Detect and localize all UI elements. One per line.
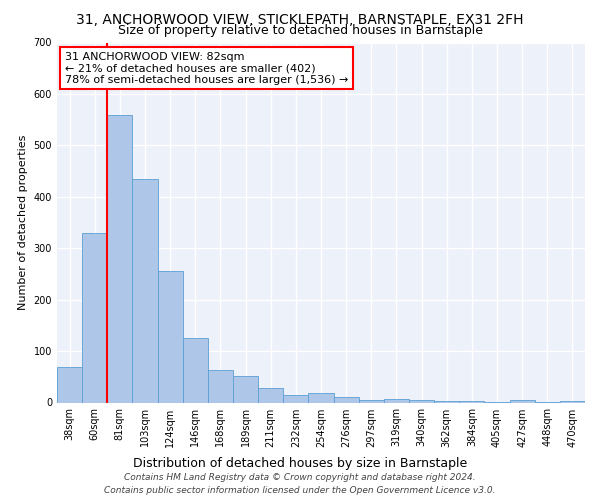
Bar bbox=[208, 370, 233, 402]
Bar bbox=[158, 272, 183, 402]
Bar bbox=[233, 376, 258, 402]
Bar bbox=[82, 233, 107, 402]
Text: Size of property relative to detached houses in Barnstaple: Size of property relative to detached ho… bbox=[118, 24, 482, 37]
Text: Distribution of detached houses by size in Barnstaple: Distribution of detached houses by size … bbox=[133, 458, 467, 470]
Bar bbox=[409, 400, 434, 402]
Bar bbox=[384, 400, 409, 402]
Text: Contains HM Land Registry data © Crown copyright and database right 2024.
Contai: Contains HM Land Registry data © Crown c… bbox=[104, 474, 496, 495]
Bar bbox=[57, 366, 82, 402]
Bar bbox=[308, 393, 334, 402]
Bar bbox=[258, 388, 283, 402]
Bar bbox=[107, 114, 133, 403]
Bar bbox=[334, 397, 359, 402]
Bar bbox=[183, 338, 208, 402]
Text: 31 ANCHORWOOD VIEW: 82sqm
← 21% of detached houses are smaller (402)
78% of semi: 31 ANCHORWOOD VIEW: 82sqm ← 21% of detac… bbox=[65, 52, 348, 84]
Text: 31, ANCHORWOOD VIEW, STICKLEPATH, BARNSTAPLE, EX31 2FH: 31, ANCHORWOOD VIEW, STICKLEPATH, BARNST… bbox=[76, 12, 524, 26]
Bar bbox=[434, 401, 459, 402]
Bar bbox=[509, 400, 535, 402]
Bar bbox=[560, 401, 585, 402]
Y-axis label: Number of detached properties: Number of detached properties bbox=[18, 135, 28, 310]
Bar bbox=[359, 400, 384, 402]
Bar bbox=[133, 179, 158, 402]
Bar bbox=[283, 395, 308, 402]
